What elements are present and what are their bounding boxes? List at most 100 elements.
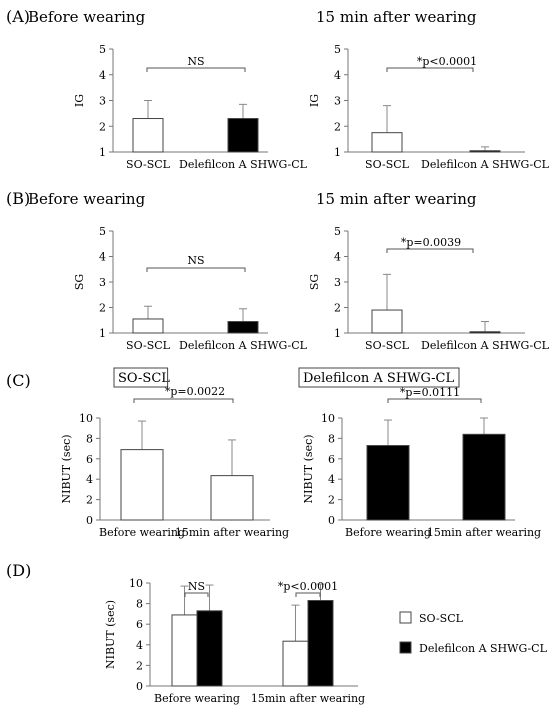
- legend-label: SO-SCL: [419, 612, 464, 625]
- bar: [132, 318, 164, 334]
- y-tick-label: 2: [99, 302, 106, 315]
- bar: [469, 150, 501, 153]
- panel-title: Delefilcon A SHWG-CL: [303, 371, 454, 386]
- x-tick-label: Delefilcon A SHWG-CL: [179, 339, 308, 352]
- y-tick-label: 5: [99, 43, 106, 56]
- y-tick-label: 10: [321, 412, 335, 425]
- x-tick-label: SO-SCL: [365, 339, 410, 352]
- y-tick-label: 5: [99, 225, 106, 238]
- x-tick-label: Before wearing: [345, 526, 431, 539]
- bar: [462, 433, 506, 521]
- chart-panel: 15 min after wearing 1 2 3 4 5 IG SO-SCL Delefil…: [308, 8, 550, 171]
- chart-panel: (C) SO-SCL 0 2 4 6 8 10 NIBUT (sec) Before wearin…: [6, 367, 289, 539]
- bar: [469, 331, 501, 334]
- title-box: [113, 367, 169, 388]
- chart-panel: (A)Before wearing 1 2 3 4 5 IG SO-SCL Delefilcon…: [6, 7, 308, 171]
- y-tick-label: 8: [86, 432, 93, 445]
- title-box: [298, 367, 460, 388]
- x-tick-label: SO-SCL: [126, 158, 171, 171]
- panel-letter: (B): [6, 189, 30, 208]
- bar: [196, 610, 223, 687]
- x-tick-label: Delefilcon A SHWG-CL: [179, 158, 308, 171]
- y-tick-label: 4: [334, 251, 341, 264]
- y-tick-label: 6: [136, 618, 143, 631]
- y-axis-label: NIBUT (sec): [104, 600, 117, 669]
- bar: [307, 600, 334, 687]
- x-tick-label: SO-SCL: [365, 158, 410, 171]
- y-tick-label: 3: [334, 276, 341, 289]
- significance-label: *p=0.0039: [401, 236, 461, 249]
- y-tick-label: 2: [86, 494, 93, 507]
- significance-bracket: [133, 398, 234, 403]
- significance-label: NS: [188, 580, 205, 593]
- y-tick-label: 4: [86, 473, 93, 486]
- y-axis-label: NIBUT (sec): [302, 434, 315, 503]
- y-tick-label: 5: [334, 43, 341, 56]
- x-tick-label: Delefilcon A SHWG-CL: [421, 158, 550, 171]
- bar: [210, 475, 254, 521]
- y-tick-label: 3: [99, 95, 106, 108]
- bar: [371, 132, 403, 153]
- y-tick-label: 0: [86, 514, 93, 527]
- legend-swatch: [399, 641, 412, 654]
- significance-label: *p=0.0111: [400, 386, 460, 399]
- y-axis-label: NIBUT (sec): [60, 434, 73, 503]
- x-tick-label: 15min after wearing: [427, 526, 541, 539]
- y-axis-label: SG: [308, 274, 321, 290]
- x-tick-label: SO-SCL: [126, 339, 171, 352]
- significance-bracket: [387, 398, 482, 403]
- x-tick-label: Delefilcon A SHWG-CL: [421, 339, 550, 352]
- y-tick-label: 10: [129, 577, 143, 590]
- significance-bracket: [146, 267, 246, 272]
- y-tick-label: 0: [328, 514, 335, 527]
- bar: [371, 309, 403, 334]
- x-tick-label: Before wearing: [99, 526, 185, 539]
- x-tick-label: Before wearing: [154, 692, 240, 705]
- bar: [366, 445, 410, 521]
- chart-panel: (D) 0 2 4 6 8 10 NIBUT (sec) Before wearing NS 15m…: [6, 561, 548, 705]
- panel-letter: (A): [6, 7, 30, 26]
- y-tick-label: 10: [79, 412, 93, 425]
- y-tick-label: 0: [136, 680, 143, 693]
- bar: [132, 118, 164, 153]
- y-tick-label: 4: [99, 69, 106, 82]
- significance-label: *p<0.0001: [417, 55, 477, 68]
- y-tick-label: 3: [99, 276, 106, 289]
- panel-letter: (C): [6, 371, 31, 390]
- y-tick-label: 1: [99, 327, 106, 340]
- panel-title: 15 min after wearing: [316, 8, 477, 26]
- bar: [227, 321, 259, 334]
- y-tick-label: 1: [99, 146, 106, 159]
- y-axis-label: SG: [73, 274, 86, 290]
- bar: [227, 118, 259, 153]
- y-tick-label: 6: [86, 453, 93, 466]
- y-tick-label: 2: [334, 302, 341, 315]
- y-tick-label: 2: [328, 494, 335, 507]
- significance-bracket: [146, 67, 246, 72]
- significance-bracket: [386, 67, 474, 72]
- bar: [120, 449, 164, 521]
- significance-bracket: [386, 248, 474, 253]
- y-tick-label: 4: [334, 69, 341, 82]
- legend-swatch: [399, 611, 412, 624]
- significance-label: NS: [187, 55, 204, 68]
- y-tick-label: 3: [334, 95, 341, 108]
- y-axis-label: IG: [73, 94, 86, 107]
- legend-label: Delefilcon A SHWG-CL: [419, 642, 548, 655]
- significance-label: NS: [187, 254, 204, 267]
- bar: [171, 614, 198, 687]
- panel-title: Before wearing: [28, 8, 146, 26]
- y-tick-label: 2: [136, 659, 143, 672]
- y-axis-label: IG: [308, 94, 321, 107]
- panel-letter: (D): [6, 561, 31, 580]
- significance-bracket: [295, 592, 321, 597]
- y-tick-label: 2: [334, 120, 341, 133]
- y-tick-label: 4: [136, 639, 143, 652]
- bar: [282, 640, 309, 687]
- panel-title: Before wearing: [28, 190, 146, 208]
- y-tick-label: 4: [328, 473, 335, 486]
- y-tick-label: 6: [328, 453, 335, 466]
- x-tick-label: 15min after wearing: [175, 526, 289, 539]
- y-tick-label: 1: [334, 146, 341, 159]
